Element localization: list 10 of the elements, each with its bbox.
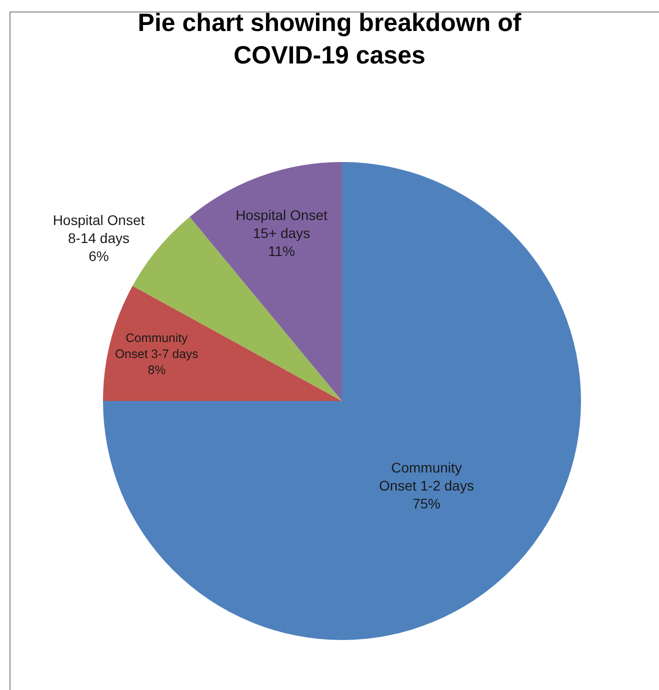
chart-title: Pie chart showing breakdown of COVID-19 cases	[138, 9, 522, 70]
slice-label: Community Onset 3-7 days	[114, 330, 198, 361]
slice-label: Hospital Onset 8-14 days	[52, 212, 145, 246]
slice-label: Hospital Onset 15+ days	[236, 206, 328, 242]
data-label: 75%	[412, 496, 441, 512]
data-label: 6%	[88, 248, 109, 264]
data-label: 8%	[148, 362, 166, 377]
slice-label: Community Onset 1-2 days	[379, 459, 474, 494]
data-label: 11%	[268, 243, 295, 260]
pie-slice	[103, 286, 342, 401]
